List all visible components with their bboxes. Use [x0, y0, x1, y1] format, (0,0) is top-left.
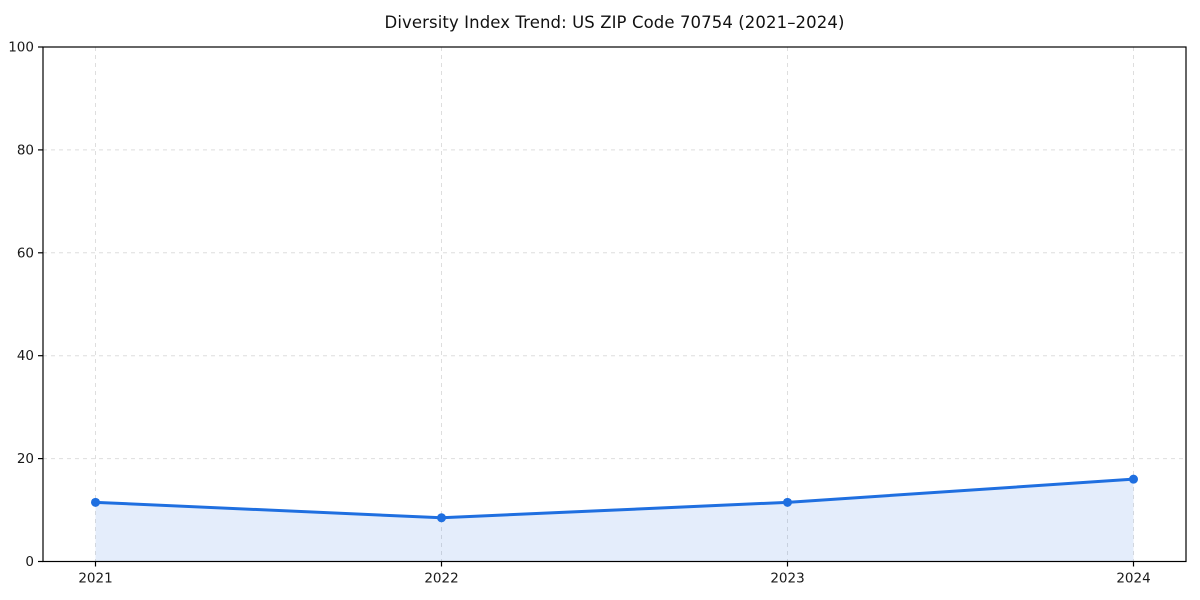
- plot-border: [42, 46, 1187, 563]
- chart-title: Diversity Index Trend: US ZIP Code 70754…: [384, 13, 845, 32]
- y-tick-label: 60: [17, 245, 34, 261]
- data-point-marker: [783, 497, 792, 507]
- x-tick-label: 2024: [1116, 571, 1150, 587]
- data-point-marker: [1129, 474, 1138, 484]
- series-area-fill: [95, 479, 1134, 562]
- y-tick-label: 0: [25, 554, 34, 570]
- x-tick-label: 2023: [770, 571, 804, 587]
- x-tick-label: 2022: [424, 571, 458, 587]
- y-tick-label: 40: [17, 348, 34, 364]
- y-tick-label: 20: [17, 451, 34, 467]
- data-point-marker: [437, 513, 446, 523]
- y-tick-label: 80: [17, 142, 34, 158]
- series-line: [94, 477, 1135, 520]
- y-tick-label: 100: [8, 40, 34, 56]
- x-tick-label: 2021: [78, 571, 112, 587]
- data-point-marker: [91, 497, 100, 507]
